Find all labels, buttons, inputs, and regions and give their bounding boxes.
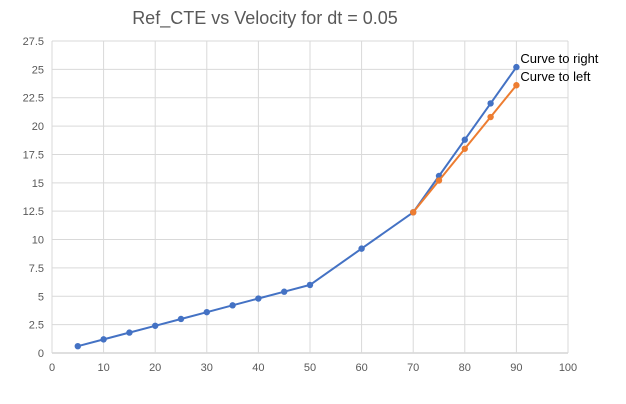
y-tick-label: 25 — [32, 64, 44, 76]
data-point-curve-to-right — [513, 63, 520, 71]
data-point-curve-to-right — [229, 302, 236, 309]
data-point-curve-to-right — [255, 295, 262, 302]
y-tick-label: 5 — [38, 291, 44, 303]
x-tick-label: 90 — [510, 362, 522, 374]
series-label-curve-to-left: Curve to left — [520, 69, 590, 84]
y-tick-label: 12.5 — [23, 206, 44, 218]
y-tick-label: 20 — [32, 121, 44, 133]
series-curve-to-right — [74, 63, 520, 350]
data-point-curve-to-right — [74, 342, 82, 350]
x-tick-label: 80 — [459, 362, 471, 374]
y-tick-label: 17.5 — [23, 149, 44, 161]
x-tick-label: 10 — [97, 362, 109, 374]
y-tick-label: 7.5 — [29, 263, 44, 275]
data-point-curve-to-right — [358, 245, 365, 252]
x-tick-label: 100 — [559, 362, 577, 374]
x-tick-label: 40 — [252, 362, 264, 374]
data-point-curve-to-right — [152, 322, 159, 329]
y-tick-label: 15 — [32, 178, 44, 190]
y-tick-label: 0 — [38, 348, 44, 360]
data-point-curve-to-left — [487, 113, 494, 121]
data-point-curve-to-right — [203, 308, 210, 316]
y-tick-label: 27.5 — [23, 36, 44, 48]
data-point-curve-to-left — [513, 82, 520, 89]
data-point-curve-to-left — [435, 177, 443, 184]
x-tick-label: 50 — [304, 362, 316, 374]
series-label-curve-to-right: Curve to right — [520, 51, 598, 66]
data-point-curve-to-right — [100, 336, 107, 343]
data-point-curve-to-right — [177, 315, 185, 323]
y-tick-label: 10 — [32, 235, 44, 247]
x-tick-label: 0 — [49, 362, 55, 374]
data-point-curve-to-right — [461, 136, 468, 143]
x-axis-ticks: 0 10 20 30 40 50 60 70 80 90 100 — [49, 362, 577, 374]
data-point-curve-to-right — [306, 281, 314, 289]
series-curve-to-left — [410, 82, 520, 216]
series-line-curve-to-right — [77, 66, 518, 348]
series-layer — [74, 63, 520, 350]
data-point-curve-to-left — [461, 145, 468, 152]
grid-lines — [51, 40, 569, 354]
x-tick-label: 20 — [149, 362, 161, 374]
x-tick-label: 70 — [407, 362, 419, 374]
x-tick-label: 60 — [355, 362, 367, 374]
data-point-curve-to-right — [281, 288, 288, 295]
y-tick-label: 22.5 — [23, 93, 44, 105]
x-tick-label: 30 — [201, 362, 213, 374]
y-axis-ticks: 0 2.5 5 7.5 10 12.5 15 17.5 20 22.5 25 27.5 — [23, 36, 44, 360]
chart-title: Ref_CTE vs Velocity for dt = 0.05 — [132, 8, 398, 29]
data-point-curve-to-left — [410, 209, 417, 216]
y-tick-label: 2.5 — [29, 320, 44, 332]
data-point-curve-to-right — [126, 329, 133, 336]
series-labels: Curve to right Curve to left — [520, 51, 598, 84]
data-point-curve-to-right — [487, 100, 494, 107]
